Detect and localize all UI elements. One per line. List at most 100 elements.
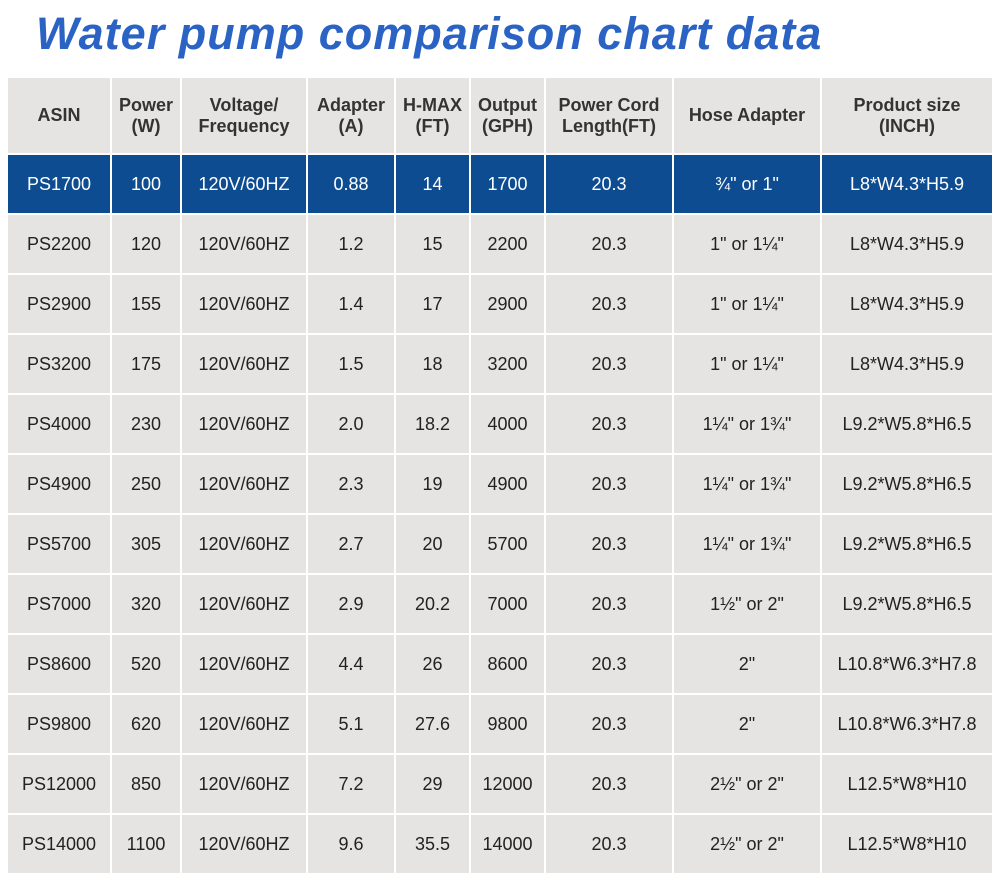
cell-voltage: 120V/60HZ — [182, 155, 306, 213]
cell-cord-length: 20.3 — [546, 635, 672, 693]
cell-cord-length: 20.3 — [546, 515, 672, 573]
cell-asin: PS4000 — [8, 395, 110, 453]
cell-output: 14000 — [471, 815, 544, 873]
cell-hose-adapter: 1¼" or 1¾" — [674, 395, 820, 453]
cell-voltage: 120V/60HZ — [182, 455, 306, 513]
cell-adapter: 1.5 — [308, 335, 394, 393]
cell-power: 175 — [112, 335, 180, 393]
cell-output: 4900 — [471, 455, 544, 513]
cell-product-size: L8*W4.3*H5.9 — [822, 275, 992, 333]
cell-asin: PS9800 — [8, 695, 110, 753]
cell-asin: PS5700 — [8, 515, 110, 573]
header-output: Output (GPH) — [471, 78, 544, 153]
cell-asin: PS14000 — [8, 815, 110, 873]
cell-voltage: 120V/60HZ — [182, 635, 306, 693]
cell-asin: PS3200 — [8, 335, 110, 393]
cell-output: 12000 — [471, 755, 544, 813]
cell-power: 620 — [112, 695, 180, 753]
cell-product-size: L12.5*W8*H10 — [822, 755, 992, 813]
cell-cord-length: 20.3 — [546, 155, 672, 213]
cell-voltage: 120V/60HZ — [182, 755, 306, 813]
header-product-size: Product size (INCH) — [822, 78, 992, 153]
cell-adapter: 4.4 — [308, 635, 394, 693]
cell-adapter: 1.2 — [308, 215, 394, 273]
cell-h-max: 20 — [396, 515, 469, 573]
cell-h-max: 35.5 — [396, 815, 469, 873]
cell-hose-adapter: 2½" or 2" — [674, 755, 820, 813]
cell-power: 1100 — [112, 815, 180, 873]
cell-asin: PS7000 — [8, 575, 110, 633]
cell-hose-adapter: 2" — [674, 635, 820, 693]
cell-power: 155 — [112, 275, 180, 333]
cell-asin: PS2900 — [8, 275, 110, 333]
cell-voltage: 120V/60HZ — [182, 815, 306, 873]
cell-voltage: 120V/60HZ — [182, 515, 306, 573]
cell-power: 305 — [112, 515, 180, 573]
header-voltage-frequency: Voltage/ Frequency — [182, 78, 306, 153]
cell-output: 8600 — [471, 635, 544, 693]
cell-cord-length: 20.3 — [546, 335, 672, 393]
cell-output: 3200 — [471, 335, 544, 393]
cell-cord-length: 20.3 — [546, 575, 672, 633]
cell-output: 2900 — [471, 275, 544, 333]
cell-hose-adapter: 1" or 1¼" — [674, 275, 820, 333]
cell-product-size: L8*W4.3*H5.9 — [822, 215, 992, 273]
header-power: Power (W) — [112, 78, 180, 153]
cell-h-max: 18 — [396, 335, 469, 393]
cell-product-size: L9.2*W5.8*H6.5 — [822, 575, 992, 633]
cell-cord-length: 20.3 — [546, 695, 672, 753]
cell-product-size: L10.8*W6.3*H7.8 — [822, 695, 992, 753]
cell-hose-adapter: 1¼" or 1¾" — [674, 515, 820, 573]
header-asin: ASIN — [8, 78, 110, 153]
cell-adapter: 0.88 — [308, 155, 394, 213]
cell-cord-length: 20.3 — [546, 815, 672, 873]
cell-product-size: L9.2*W5.8*H6.5 — [822, 455, 992, 513]
header-adapter: Adapter (A) — [308, 78, 394, 153]
comparison-table: ASIN Power (W) Voltage/ Frequency Adapte… — [8, 78, 992, 873]
cell-h-max: 18.2 — [396, 395, 469, 453]
cell-hose-adapter: 1" or 1¼" — [674, 335, 820, 393]
cell-h-max: 19 — [396, 455, 469, 513]
cell-adapter: 5.1 — [308, 695, 394, 753]
cell-adapter: 9.6 — [308, 815, 394, 873]
header-power-cord-length: Power Cord Length(FT) — [546, 78, 672, 153]
cell-output: 1700 — [471, 155, 544, 213]
cell-cord-length: 20.3 — [546, 395, 672, 453]
cell-cord-length: 20.3 — [546, 755, 672, 813]
cell-cord-length: 20.3 — [546, 215, 672, 273]
cell-h-max: 14 — [396, 155, 469, 213]
cell-hose-adapter: 2½" or 2" — [674, 815, 820, 873]
cell-product-size: L9.2*W5.8*H6.5 — [822, 395, 992, 453]
cell-asin: PS12000 — [8, 755, 110, 813]
cell-output: 4000 — [471, 395, 544, 453]
cell-product-size: L8*W4.3*H5.9 — [822, 155, 992, 213]
cell-power: 520 — [112, 635, 180, 693]
cell-output: 2200 — [471, 215, 544, 273]
cell-cord-length: 20.3 — [546, 455, 672, 513]
cell-hose-adapter: ¾" or 1" — [674, 155, 820, 213]
cell-voltage: 120V/60HZ — [182, 275, 306, 333]
cell-asin: PS4900 — [8, 455, 110, 513]
cell-output: 7000 — [471, 575, 544, 633]
cell-h-max: 15 — [396, 215, 469, 273]
cell-voltage: 120V/60HZ — [182, 695, 306, 753]
header-h-max: H-MAX (FT) — [396, 78, 469, 153]
cell-adapter: 2.7 — [308, 515, 394, 573]
cell-h-max: 29 — [396, 755, 469, 813]
cell-h-max: 26 — [396, 635, 469, 693]
cell-adapter: 1.4 — [308, 275, 394, 333]
cell-cord-length: 20.3 — [546, 275, 672, 333]
cell-voltage: 120V/60HZ — [182, 215, 306, 273]
cell-h-max: 27.6 — [396, 695, 469, 753]
cell-product-size: L8*W4.3*H5.9 — [822, 335, 992, 393]
cell-voltage: 120V/60HZ — [182, 335, 306, 393]
cell-output: 9800 — [471, 695, 544, 753]
cell-power: 120 — [112, 215, 180, 273]
cell-power: 230 — [112, 395, 180, 453]
page-title: Water pump comparison chart data — [36, 8, 823, 59]
cell-hose-adapter: 1½" or 2" — [674, 575, 820, 633]
cell-asin: PS2200 — [8, 215, 110, 273]
cell-product-size: L12.5*W8*H10 — [822, 815, 992, 873]
cell-h-max: 20.2 — [396, 575, 469, 633]
cell-asin: PS8600 — [8, 635, 110, 693]
